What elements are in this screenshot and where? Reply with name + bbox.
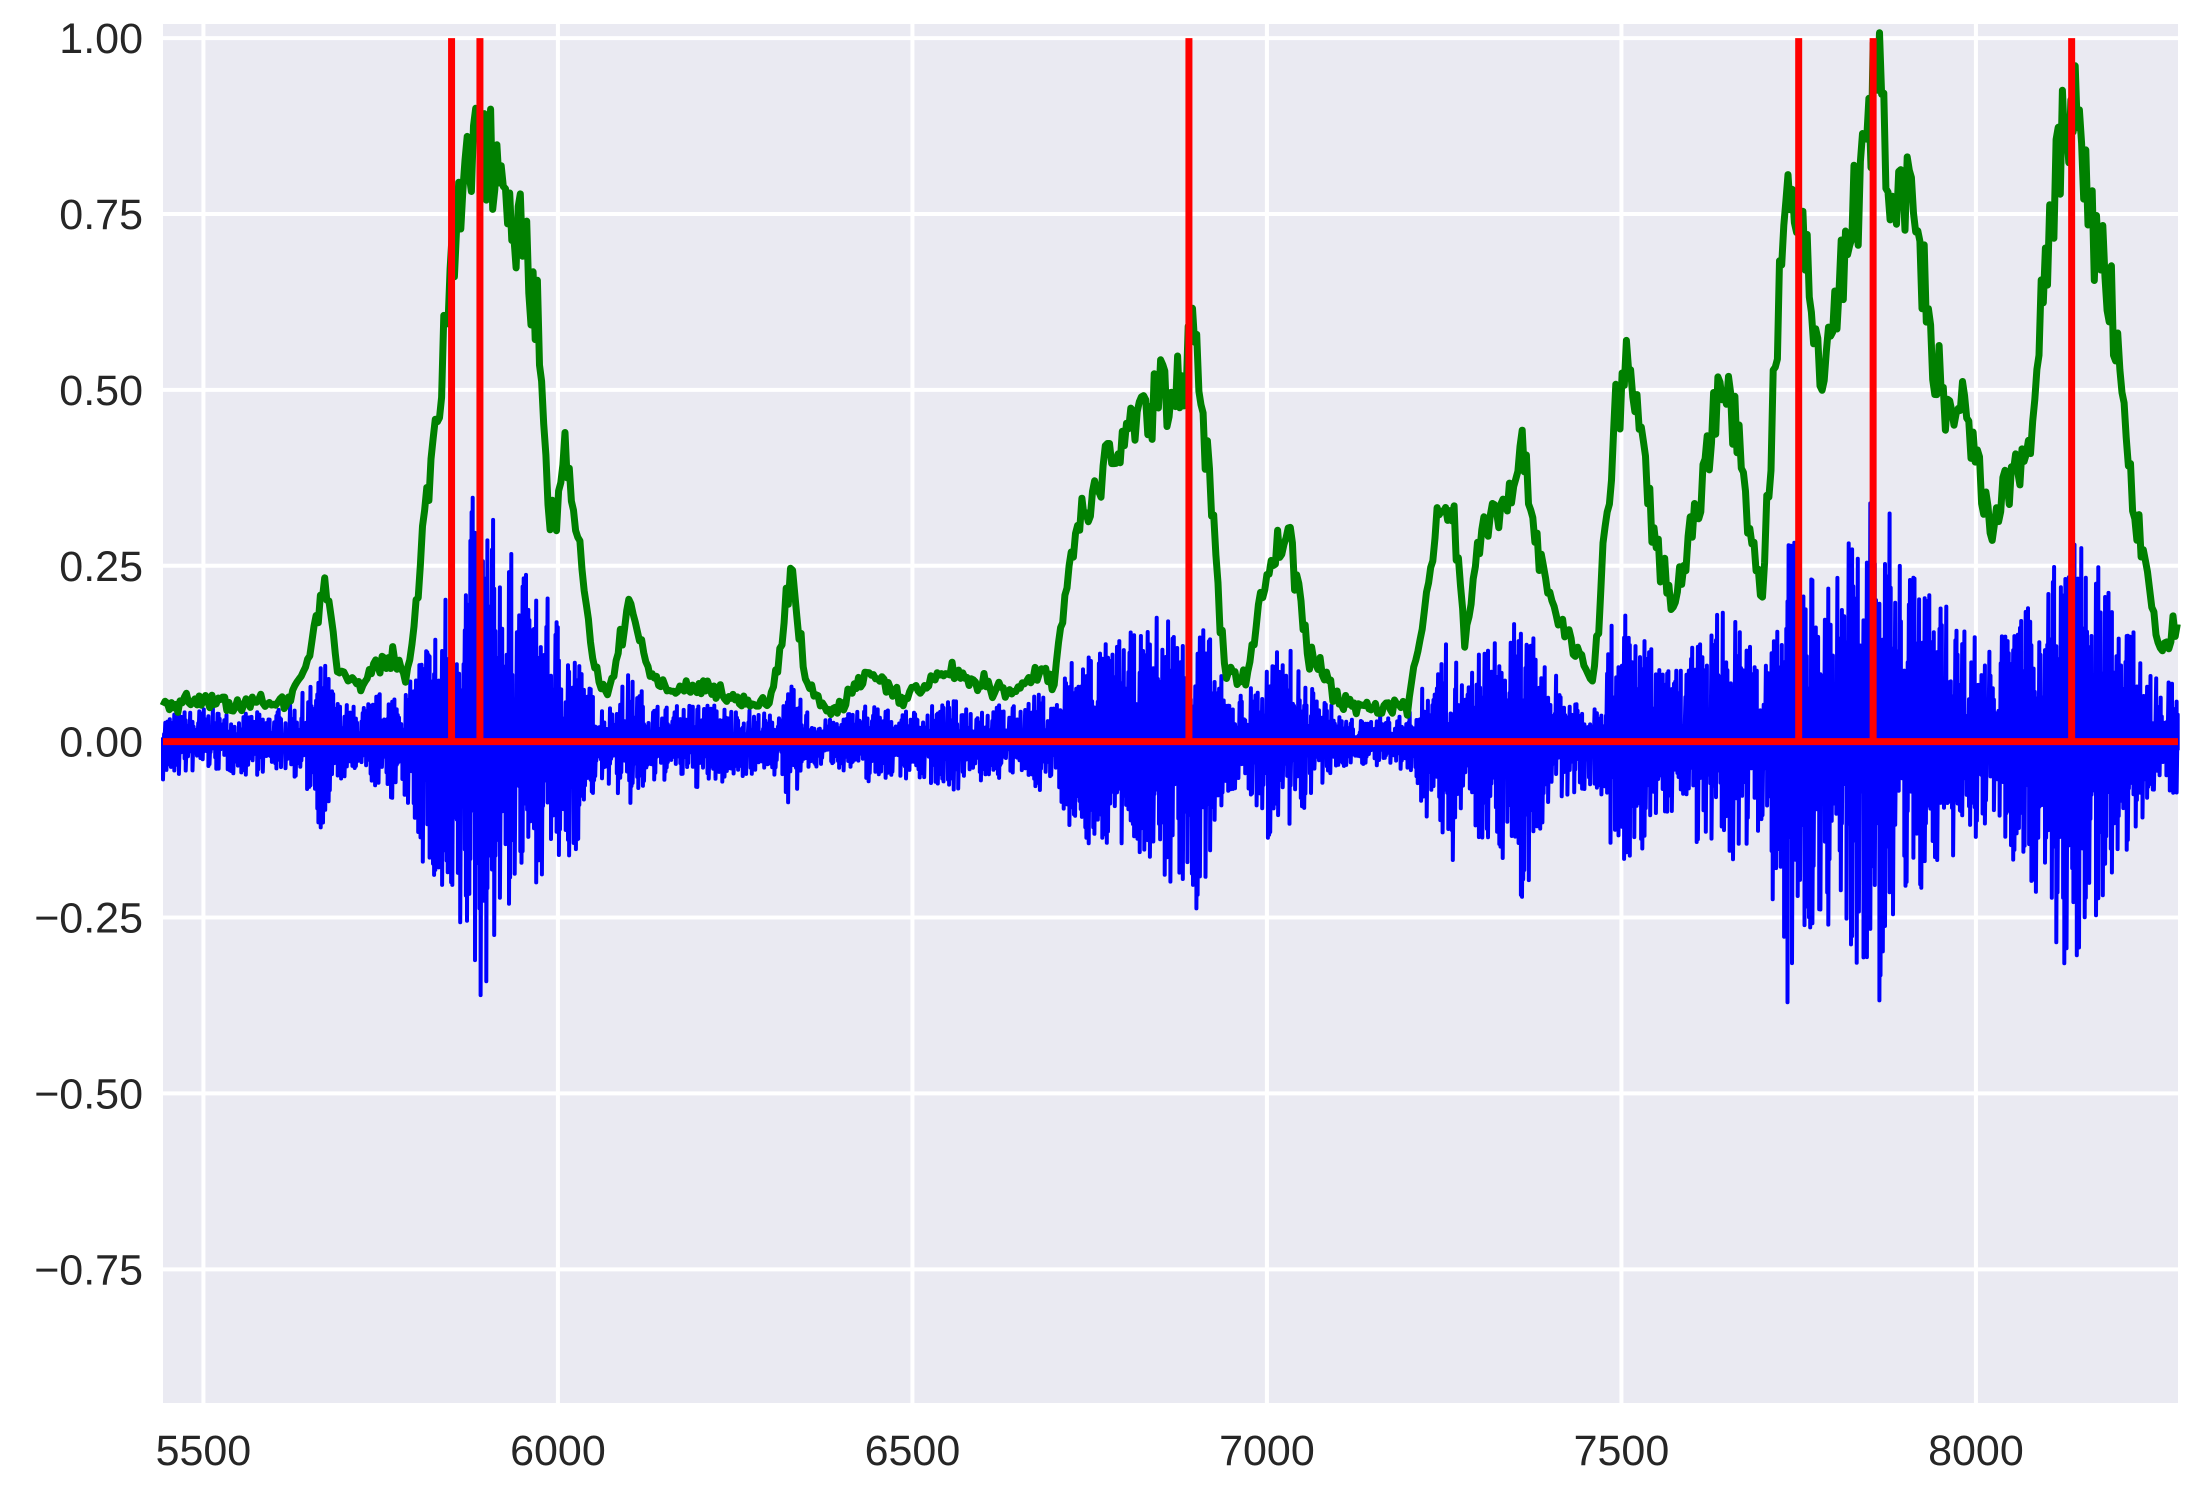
y-tick-label: 0.50 [59,367,143,415]
x-axis: 5500 6000 6500 7000 7500 8000 [156,1427,2024,1475]
y-tick-label: 0.00 [59,719,143,767]
y-tick-label: −0.75 [34,1246,143,1294]
signal-line [161,495,2180,1005]
y-tick-label: 0.75 [59,191,143,239]
x-tick-label: 8000 [1928,1427,2024,1475]
x-tick-label: 5500 [156,1427,252,1475]
x-tick-label: 7000 [1219,1427,1315,1475]
x-tick-label: 6000 [510,1427,606,1475]
y-tick-label: 0.25 [59,543,143,591]
y-tick-label: −0.25 [34,895,143,943]
x-tick-label: 6500 [865,1427,961,1475]
y-axis: 1.00 0.75 0.50 0.25 0.00 −0.25 −0.50 −0.75 [34,15,143,1294]
y-tick-label: 1.00 [59,15,143,63]
x-tick-label: 7500 [1574,1427,1670,1475]
envelope-line [159,29,2181,719]
y-tick-label: −0.50 [34,1070,143,1118]
plot-area [159,29,2181,1005]
